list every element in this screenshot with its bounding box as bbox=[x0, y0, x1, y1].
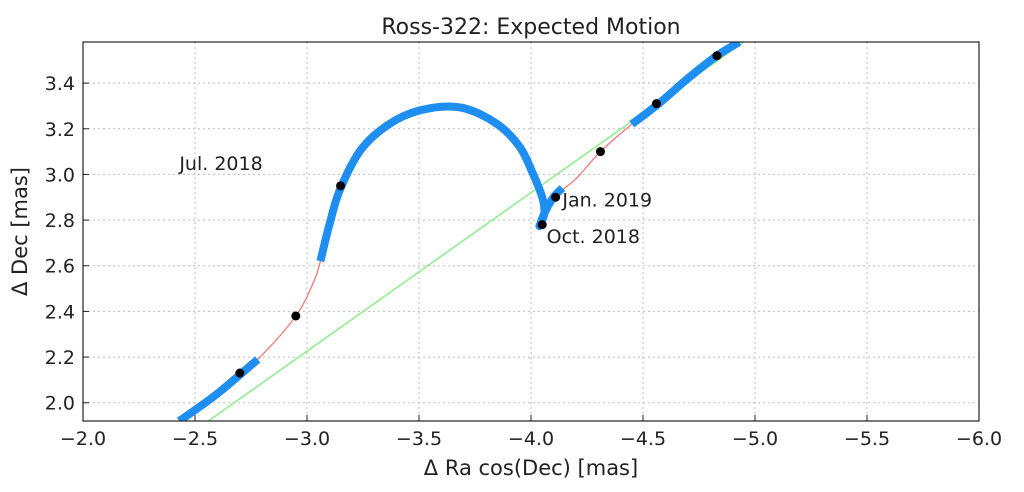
epoch-point bbox=[235, 368, 245, 378]
epoch-point bbox=[651, 99, 661, 109]
x-tick-label: −4.0 bbox=[508, 428, 554, 450]
epoch-point bbox=[595, 147, 605, 157]
y-tick-label: 2.8 bbox=[45, 210, 75, 232]
epoch-point bbox=[551, 192, 561, 202]
plot-content bbox=[176, 42, 745, 421]
apparent-motion-path bbox=[178, 42, 740, 421]
epoch-point bbox=[336, 181, 346, 191]
observable-segment bbox=[176, 356, 261, 421]
grid-lines bbox=[82, 42, 980, 421]
epoch-point bbox=[291, 311, 301, 321]
y-tick-label: 2.4 bbox=[45, 301, 75, 323]
x-tick-label: −5.0 bbox=[732, 428, 778, 450]
x-tick-label: −3.0 bbox=[284, 428, 330, 450]
annotations: Jul. 2018 Oct. 2018 Jan. 2019 bbox=[178, 153, 652, 248]
epoch-point bbox=[537, 220, 547, 230]
y-tick-label: 3.2 bbox=[45, 119, 75, 141]
y-tick-label: 2.6 bbox=[45, 256, 75, 278]
epoch-point bbox=[712, 51, 722, 61]
x-tick-label: −2.5 bbox=[172, 428, 218, 450]
y-tick-label: 2.0 bbox=[45, 393, 75, 415]
date-annotation: Jan. 2019 bbox=[561, 189, 652, 211]
plot-area bbox=[176, 42, 745, 421]
date-annotation: Oct. 2018 bbox=[547, 226, 640, 248]
x-tick-label: −6.0 bbox=[956, 428, 1002, 450]
date-annotation: Jul. 2018 bbox=[178, 153, 262, 175]
x-tick-label: −5.5 bbox=[844, 428, 890, 450]
y-tick-label: 3.4 bbox=[45, 73, 75, 95]
chart-title: Ross-322: Expected Motion bbox=[381, 15, 680, 40]
y-tick-label: 2.2 bbox=[45, 347, 75, 369]
y-axis-label: Δ Dec [mas] bbox=[8, 167, 32, 296]
x-tick-label: −4.5 bbox=[620, 428, 666, 450]
x-axis-label: Δ Ra cos(Dec) [mas] bbox=[424, 456, 638, 480]
observable-segment bbox=[629, 42, 742, 128]
x-tick-label: −2.0 bbox=[60, 428, 106, 450]
observable-segment bbox=[316, 102, 566, 263]
y-tick-label: 3.0 bbox=[45, 164, 75, 186]
x-tick-label: −3.5 bbox=[396, 428, 442, 450]
axis-ticks: −2.0 −2.5 −3.0 −3.5 −4.0 −4.5 −5.0 −5.5 −6.0 2.0 2… bbox=[45, 73, 1002, 450]
